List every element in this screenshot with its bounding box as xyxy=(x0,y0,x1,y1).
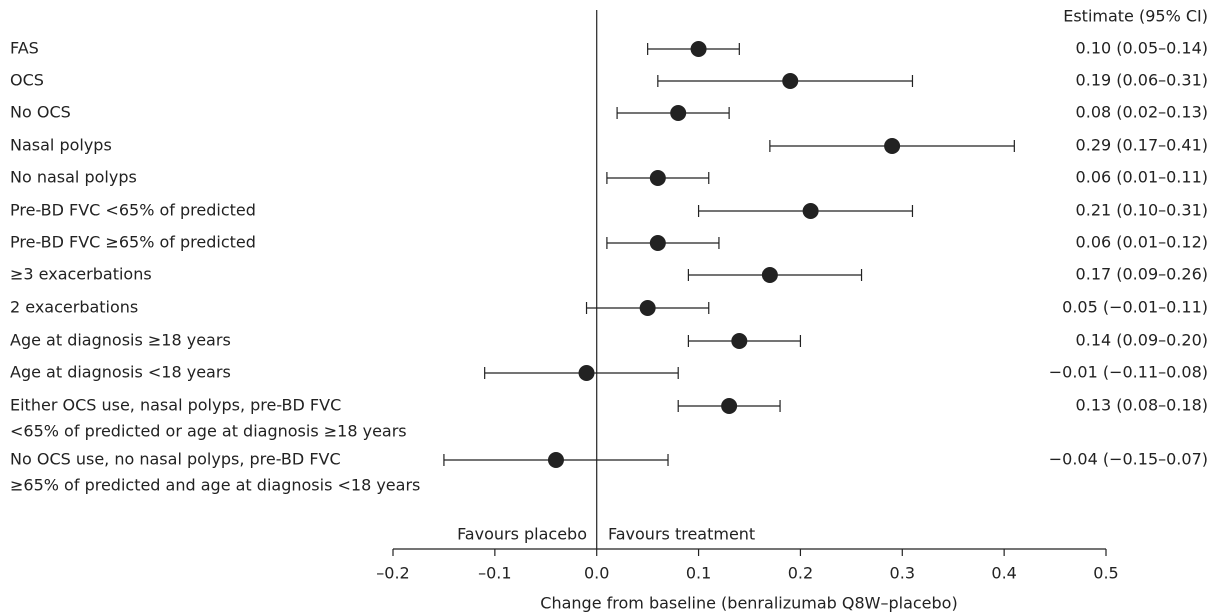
value-label: 0.06 (0.01–0.11) xyxy=(1076,168,1208,187)
value-label: 0.05 (−0.01–0.11) xyxy=(1062,298,1208,317)
row-label: FAS xyxy=(10,39,39,58)
point-estimate xyxy=(721,398,738,414)
row-label: No OCS use, no nasal polyps, pre-BD FVC xyxy=(10,450,341,469)
annotation: Favours treatment xyxy=(608,525,755,544)
point-estimate xyxy=(802,203,819,219)
value-label: 0.19 (0.06–0.31) xyxy=(1076,71,1208,90)
point-estimate xyxy=(547,452,564,468)
value-label: −0.04 (−0.15–0.07) xyxy=(1049,450,1208,469)
point-estimate xyxy=(782,73,799,89)
point-estimate xyxy=(690,41,707,57)
value-label: 0.08 (0.02–0.13) xyxy=(1076,103,1208,122)
point-estimate xyxy=(670,105,687,121)
row-label: OCS xyxy=(10,71,44,90)
point-estimate xyxy=(578,365,595,381)
row-label: No nasal polyps xyxy=(10,168,137,187)
row-label: Pre-BD FVC ≥65% of predicted xyxy=(10,233,256,252)
point-estimate xyxy=(884,138,901,154)
row-label: Age at diagnosis ≥18 years xyxy=(10,331,231,350)
row-label: No OCS xyxy=(10,103,71,122)
x-tick-label: 0.5 xyxy=(1093,564,1118,583)
value-label: 0.17 (0.09–0.26) xyxy=(1076,265,1208,284)
value-label: 0.10 (0.05–0.14) xyxy=(1076,39,1208,58)
point-estimate xyxy=(731,333,748,349)
row-label: Nasal polyps xyxy=(10,136,112,155)
x-tick-label: 0.1 xyxy=(686,564,711,583)
x-axis-label: Change from baseline (benralizumab Q8W–p… xyxy=(540,594,957,613)
row-label: Pre-BD FVC <65% of predicted xyxy=(10,201,256,220)
row-label: ≥3 exacerbations xyxy=(10,265,152,284)
point-estimate xyxy=(649,170,666,186)
value-label: −0.01 (−0.11–0.08) xyxy=(1049,363,1208,382)
value-label: 0.29 (0.17–0.41) xyxy=(1076,136,1208,155)
x-tick-label: 0.2 xyxy=(788,564,813,583)
value-label: 0.14 (0.09–0.20) xyxy=(1076,331,1208,350)
value-label: 0.06 (0.01–0.12) xyxy=(1076,233,1208,252)
x-tick-label: –0.1 xyxy=(478,564,511,583)
row-label: 2 exacerbations xyxy=(10,298,138,317)
point-estimate xyxy=(639,300,656,316)
value-label: 0.21 (0.10–0.31) xyxy=(1076,201,1208,220)
x-tick-label: 0.4 xyxy=(991,564,1016,583)
x-tick-label: –0.2 xyxy=(376,564,409,583)
x-tick-label: 0.3 xyxy=(890,564,915,583)
row-label: Age at diagnosis <18 years xyxy=(10,363,231,382)
x-tick-label: 0.0 xyxy=(584,564,609,583)
value-label: 0.13 (0.08–0.18) xyxy=(1076,396,1208,415)
point-estimate xyxy=(649,235,666,251)
row-label: ≥65% of predicted and age at diagnosis <… xyxy=(10,476,420,495)
point-estimate xyxy=(761,267,778,283)
annotation: Favours placebo xyxy=(457,525,587,544)
column-header: Estimate (95% CI) xyxy=(1063,7,1208,26)
row-label: Either OCS use, nasal polyps, pre-BD FVC xyxy=(10,396,341,415)
row-label: <65% of predicted or age at diagnosis ≥1… xyxy=(10,422,407,441)
